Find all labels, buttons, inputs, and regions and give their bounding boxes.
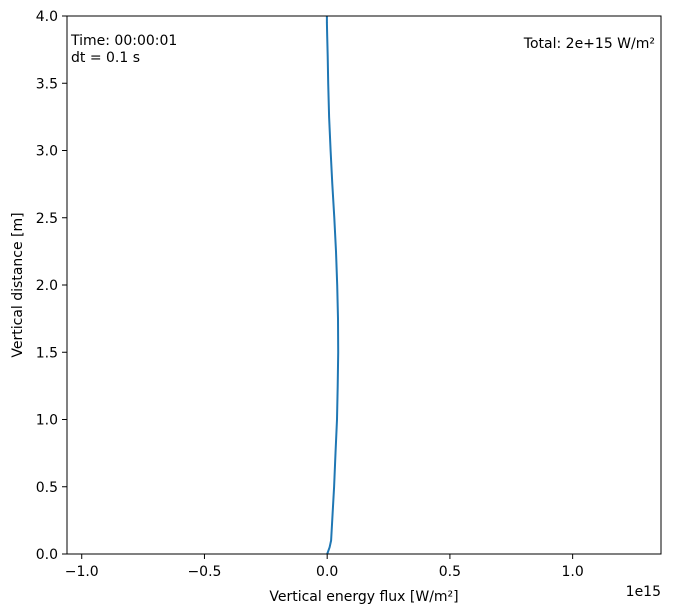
y-tick-label: 0.0	[36, 547, 58, 563]
total-annotation: Total: 2e+15 W/m²	[523, 36, 655, 52]
y-tick-label: 1.5	[36, 345, 58, 361]
time-annotation: Time: 00:00:01	[70, 33, 177, 49]
plot-frame	[66, 15, 662, 555]
flux-profile-line	[325, 16, 340, 555]
axes: −1.0 −0.5 0.0 0.5 1.0 0.0 0.5 1.0 1.5 2.0 2.5 3.0 3.…	[36, 9, 584, 580]
y-tick-label: 1.0	[36, 413, 58, 429]
y-tick-label: 3.0	[36, 144, 58, 160]
x-tick-label: 0.5	[439, 564, 461, 580]
y-tick-label: 3.5	[36, 76, 58, 92]
x-offset-label: 1e15	[626, 584, 661, 600]
y-tick-label: 0.5	[36, 480, 58, 496]
y-tick-label: 2.5	[36, 211, 58, 227]
x-axis-label: Vertical energy flux [W/m²]	[269, 589, 458, 605]
plot-marks	[325, 16, 340, 555]
y-tick-label: 2.0	[36, 278, 58, 294]
x-tick-label: 0.0	[316, 564, 338, 580]
y-axis-label: Vertical distance [m]	[10, 212, 26, 357]
dt-annotation: dt = 0.1 s	[71, 50, 140, 66]
x-tick-label: 1.0	[562, 564, 584, 580]
y-tick-label: 4.0	[36, 9, 58, 25]
x-tick-label: −0.5	[187, 564, 221, 580]
x-tick-label: −1.0	[65, 564, 99, 580]
